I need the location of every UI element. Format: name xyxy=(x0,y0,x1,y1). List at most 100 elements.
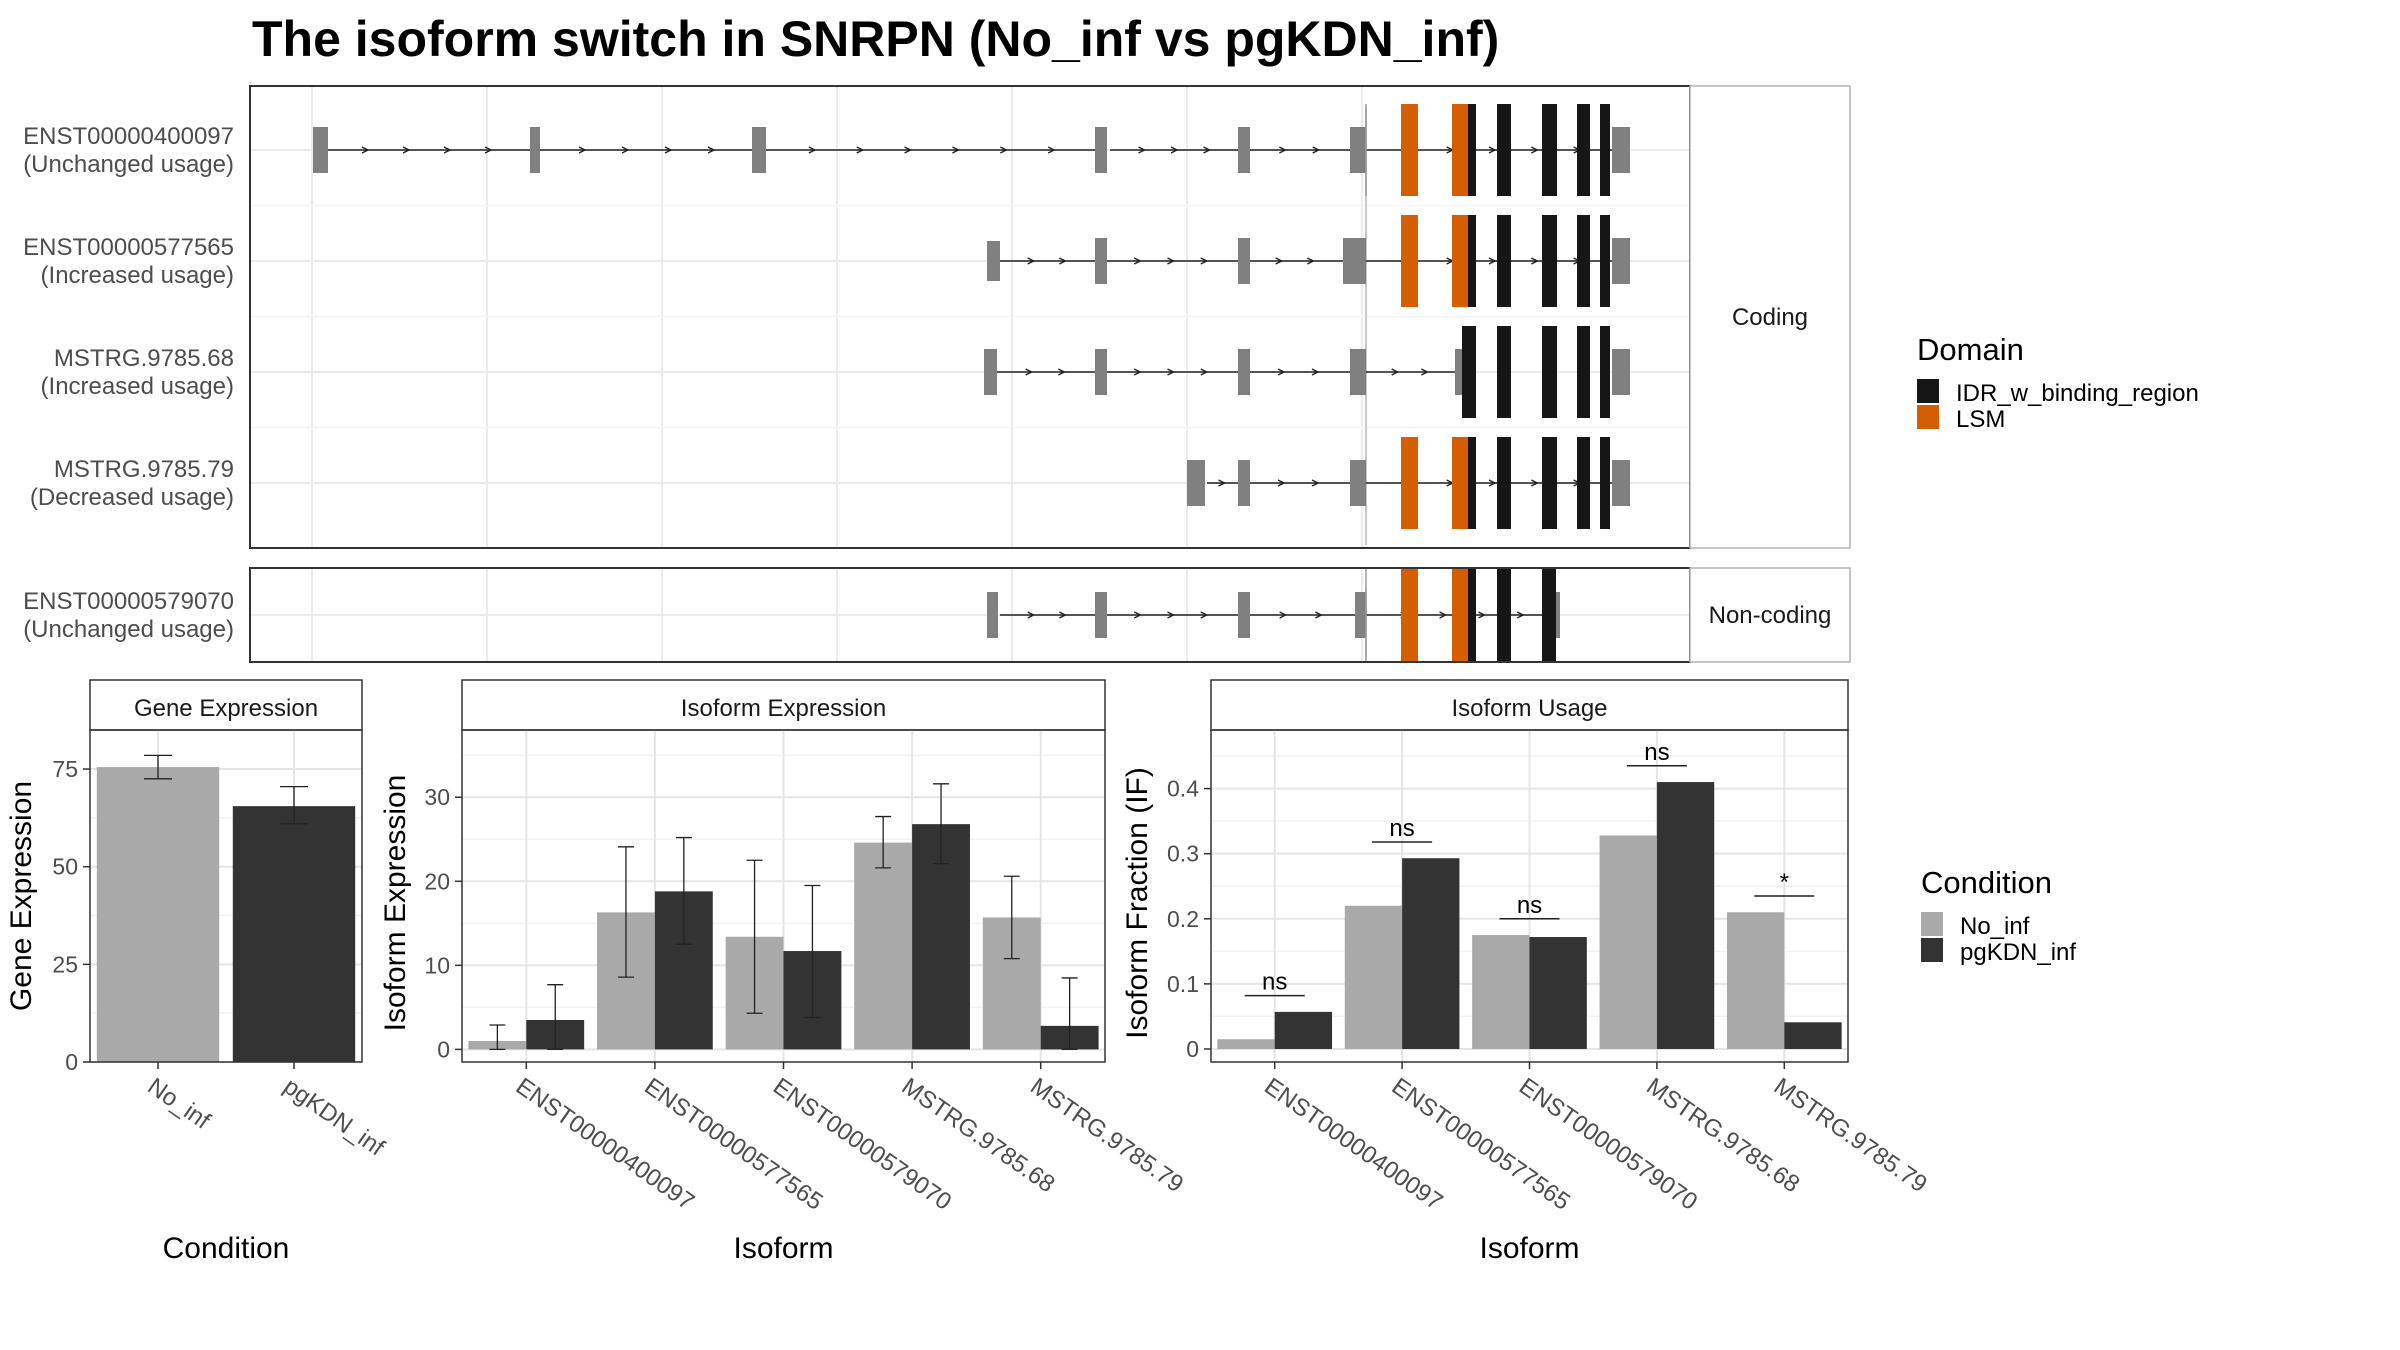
intron-direction-arrow xyxy=(1167,611,1176,619)
chart-title: Isoform Usage xyxy=(1451,695,1607,722)
intron-direction-arrow xyxy=(621,146,630,154)
x-axis-label: Condition xyxy=(163,1232,290,1265)
significance-label: ns xyxy=(1389,815,1414,842)
track-label-id: MSTRG.9785.79 xyxy=(54,456,234,483)
intron-direction-arrow xyxy=(1047,146,1056,154)
idr-domain-block xyxy=(1600,326,1610,418)
lsm-domain-block xyxy=(1401,104,1418,196)
bar-pgKDN_inf xyxy=(1784,1022,1842,1049)
exon-block xyxy=(987,592,998,638)
intron-direction-arrow xyxy=(1200,368,1209,376)
figure-title: The isoform switch in SNRPN (No_inf vs p… xyxy=(252,11,1499,67)
condition-legend-label: pgKDN_inf xyxy=(1960,939,2076,966)
idr-domain-block xyxy=(1577,326,1590,418)
idr-domain-block xyxy=(1577,215,1590,307)
intron-direction-arrow xyxy=(1133,368,1142,376)
intron-direction-arrow xyxy=(1133,611,1142,619)
idr-domain-block xyxy=(1542,215,1557,307)
condition-legend-title: Condition xyxy=(1921,865,2052,900)
lsm-domain-block xyxy=(1452,569,1468,661)
exon-block xyxy=(1556,592,1560,638)
bar-No_inf xyxy=(1344,905,1403,1049)
idr-domain-block xyxy=(1577,437,1590,529)
lsm-domain-block xyxy=(1401,569,1418,661)
domain-legend-title: Domain xyxy=(1917,332,2024,367)
idr-domain-block xyxy=(1577,104,1590,196)
intron-direction-arrow xyxy=(1025,368,1034,376)
intron-direction-arrow xyxy=(1138,146,1147,154)
intron-direction-arrow xyxy=(1059,611,1067,619)
intron-direction-arrow xyxy=(1488,257,1497,265)
track-label-id: ENST00000579070 xyxy=(23,588,234,615)
intron-direction-arrow xyxy=(1275,257,1284,265)
exon-block xyxy=(987,241,1000,281)
intron-direction-arrow xyxy=(1488,479,1497,487)
idr-domain-block xyxy=(1468,569,1476,661)
lsm-domain-block xyxy=(1452,437,1468,529)
intron-direction-arrow xyxy=(1311,368,1320,376)
chart-panel-border xyxy=(89,729,363,1063)
exon-block xyxy=(530,127,540,173)
intron-direction-arrow xyxy=(999,146,1008,154)
track-label-usage: (Increased usage) xyxy=(41,373,234,400)
idr-domain-block xyxy=(1497,437,1511,529)
significance-label: ns xyxy=(1644,739,1669,766)
lsm-domain-block xyxy=(1452,104,1468,196)
bar-pgKDN_inf xyxy=(1529,937,1587,1049)
intron-direction-arrow xyxy=(1059,257,1067,265)
idr-domain-block xyxy=(1600,215,1610,307)
intron-direction-arrow xyxy=(361,146,370,154)
intron-direction-arrow xyxy=(1279,611,1288,619)
intron-direction-arrow xyxy=(856,146,865,154)
y-tick-label: 0 xyxy=(437,1036,450,1062)
intron-direction-arrow xyxy=(484,146,493,154)
exon-block xyxy=(1095,592,1107,638)
idr-domain-block xyxy=(1468,437,1476,529)
chart-title-strip xyxy=(1210,679,1849,731)
lsm-domain-block xyxy=(1401,215,1418,307)
intron-direction-arrow xyxy=(1218,479,1227,487)
expression-charts: Gene Expression 0 25 50 75 No_inf pgKDN_inf Gen… xyxy=(5,679,1932,1265)
exon-block xyxy=(1355,592,1366,638)
exon-block xyxy=(1095,127,1107,173)
facet-strip-label: Coding xyxy=(1732,304,1808,331)
idr-domain-block xyxy=(1497,215,1511,307)
intron-direction-arrow xyxy=(808,146,817,154)
y-tick-label: 25 xyxy=(52,951,78,977)
significance-label: * xyxy=(1780,869,1789,896)
bar-pgKDN_inf xyxy=(1274,1011,1333,1049)
isoform-structure-plot: ENST00000400097(Unchanged usage)ENST0000… xyxy=(23,85,1851,663)
intron-direction-arrow xyxy=(904,146,913,154)
intron-direction-arrow xyxy=(1133,257,1142,265)
idr-domain-block xyxy=(1462,326,1476,418)
domain-legend-label: IDR_w_binding_region xyxy=(1956,380,2199,407)
chart-title: Gene Expression xyxy=(134,695,318,722)
exon-block xyxy=(1350,460,1366,506)
track-label-usage: (Decreased usage) xyxy=(30,484,234,511)
exon-block xyxy=(313,127,328,173)
y-tick-label: 0.3 xyxy=(1167,841,1199,867)
intron-direction-arrow xyxy=(1531,479,1539,487)
y-tick-label: 50 xyxy=(52,854,78,880)
y-tick-label: 0 xyxy=(65,1049,78,1075)
idr-domain-block xyxy=(1542,104,1557,196)
domain-legend-label: LSM xyxy=(1956,406,2005,433)
idr-domain-block xyxy=(1497,569,1511,661)
x-axis-label: Isoform xyxy=(733,1232,833,1265)
chart-title-strip xyxy=(461,679,1106,731)
y-tick-label: 20 xyxy=(424,868,450,894)
exon-block xyxy=(1238,238,1250,284)
lsm-domain-block xyxy=(1401,437,1418,529)
intron-direction-arrow xyxy=(1315,611,1323,619)
intron-direction-arrow xyxy=(1516,611,1525,619)
intron-direction-arrow xyxy=(664,146,673,154)
y-tick-label: 0.4 xyxy=(1167,776,1199,802)
condition-legend-label: No_inf xyxy=(1960,913,2030,940)
exon-block xyxy=(1350,349,1366,395)
exon-block xyxy=(1612,127,1630,173)
intron-direction-arrow xyxy=(1391,368,1400,376)
intron-direction-arrow xyxy=(1277,368,1286,376)
exon-block xyxy=(1238,592,1250,638)
domain-legend-swatch xyxy=(1917,405,1939,429)
